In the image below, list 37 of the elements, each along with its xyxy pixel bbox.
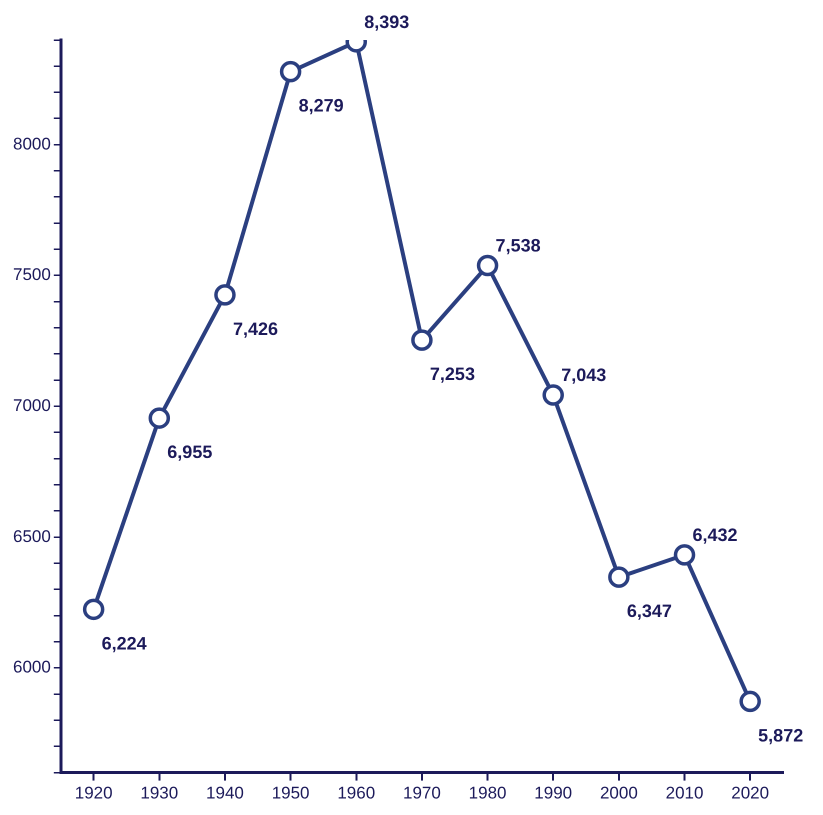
- y-tick-label: 7500: [12, 265, 51, 284]
- x-tick-label: 1920: [74, 783, 113, 802]
- point: [82, 598, 104, 620]
- point: [476, 254, 498, 276]
- point: [608, 566, 630, 588]
- x-tick-label: 2010: [666, 783, 704, 802]
- data-label: 6,432: [692, 524, 738, 545]
- data-label: 8,279: [298, 96, 344, 116]
- data-label: 7,538: [496, 236, 541, 256]
- y-tick-label: 8000: [12, 134, 51, 154]
- x-tick-label: 2020: [731, 783, 770, 802]
- x-tick-label: 1950: [272, 783, 310, 802]
- point: [739, 690, 761, 712]
- data-label: 6,955: [167, 442, 212, 462]
- point: [214, 284, 236, 306]
- y-tick-label: 6500: [12, 526, 51, 546]
- data-label: 7,043: [561, 365, 606, 386]
- x-tick-label: 1980: [468, 783, 506, 802]
- data-label: 7,253: [430, 364, 475, 384]
- data-label: 6,347: [626, 601, 672, 622]
- data-label: 7,426: [232, 318, 278, 339]
- x-tick-label: 1930: [140, 783, 178, 802]
- y-tick-label: 6000: [12, 658, 51, 677]
- x-tick-label: 2000: [600, 783, 638, 802]
- x-tick-label: 1960: [337, 783, 376, 802]
- data-label: 6,224: [102, 633, 147, 654]
- point: [674, 544, 696, 566]
- data-label: 8,393: [364, 12, 410, 32]
- point: [280, 60, 302, 82]
- x-tick-label: 1940: [206, 783, 244, 802]
- data-label: 5,872: [758, 725, 804, 746]
- x-tick-label: 1970: [402, 783, 441, 802]
- point: [411, 329, 433, 351]
- x-tick-label: 1990: [534, 783, 572, 802]
- y-tick-label: 7000: [12, 396, 51, 415]
- point: [148, 407, 170, 429]
- point: [542, 384, 564, 406]
